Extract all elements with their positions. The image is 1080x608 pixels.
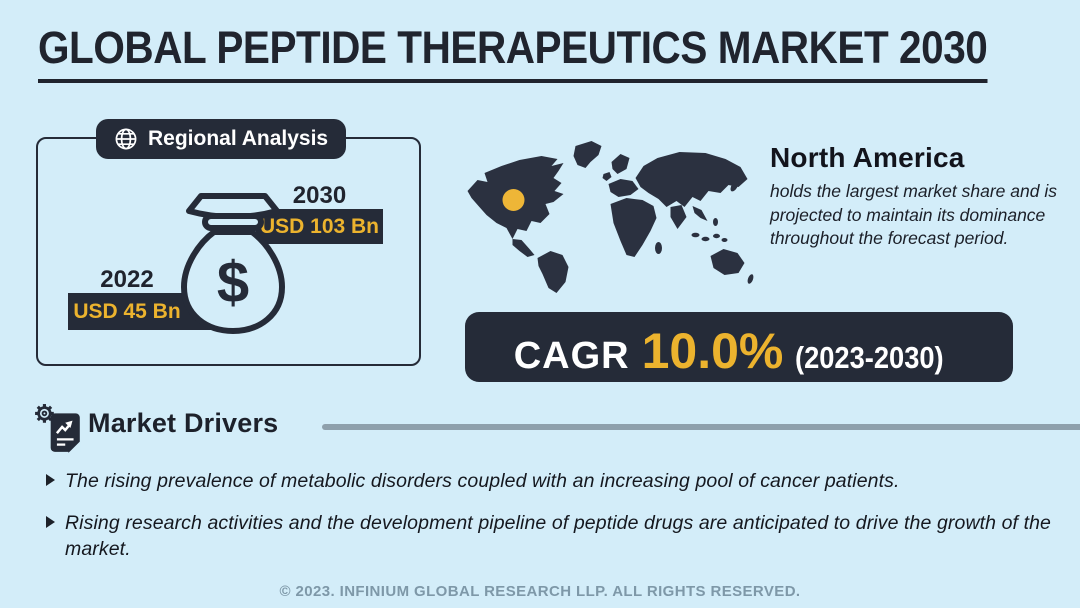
map-japan xyxy=(730,180,739,192)
money-bag-icon: $ xyxy=(181,193,285,334)
regional-analysis-label: Regional Analysis xyxy=(148,127,329,150)
map-india xyxy=(670,205,687,229)
map-asia xyxy=(635,152,748,207)
cagr-banner: CAGR 10.0% (2023-2030) xyxy=(465,312,1013,382)
gear-document-icon xyxy=(35,404,81,453)
copyright-text: © 2023. INFINIUM GLOBAL RESEARCH LLP. AL… xyxy=(279,583,801,600)
dollar-sign: $ xyxy=(217,250,249,315)
page-title: GLOBAL PEPTIDE THERAPEUTICS MARKET 2030 xyxy=(38,22,988,83)
year-label-2030: 2030 xyxy=(292,182,347,209)
world-map xyxy=(467,141,754,293)
section-divider xyxy=(322,424,1080,430)
driver-text-1: The rising prevalence of metabolic disor… xyxy=(65,470,900,492)
map-philippines xyxy=(713,218,718,226)
map-new-zealand xyxy=(747,274,754,284)
cagr-period: (2023-2030) xyxy=(795,340,945,375)
list-item: The rising prevalence of metabolic disor… xyxy=(46,468,1061,494)
map-scandinavia xyxy=(611,154,630,174)
globe-icon xyxy=(115,128,137,150)
triangle-bullet-icon xyxy=(46,474,55,486)
map-central-america xyxy=(512,239,535,257)
map-greenland xyxy=(573,141,602,168)
cagr-label: CAGR xyxy=(513,335,630,377)
year-label-2022: 2022 xyxy=(100,266,154,293)
map-australia xyxy=(710,249,745,275)
map-europe xyxy=(608,179,639,197)
value-2022: USD 45 Bn xyxy=(73,299,181,323)
region-name: North America xyxy=(770,142,965,173)
value-bar-2030: USD 103 Bn xyxy=(256,209,383,244)
market-drivers-heading: Market Drivers xyxy=(88,408,279,438)
driver-text-2: Rising research activities and the devel… xyxy=(65,512,1052,560)
cagr-value: 10.0% xyxy=(641,323,784,379)
list-item: Rising research activities and the devel… xyxy=(46,510,1061,562)
map-africa xyxy=(610,198,657,257)
triangle-bullet-icon xyxy=(46,516,55,528)
regional-analysis-badge: Regional Analysis xyxy=(96,119,347,159)
region-description: holds the largest market share and is pr… xyxy=(770,181,1057,248)
value-2030: USD 103 Bn xyxy=(259,214,380,238)
map-indochina xyxy=(692,206,708,221)
location-dot xyxy=(502,189,525,211)
map-uk xyxy=(602,172,612,181)
map-south-america xyxy=(537,251,569,293)
map-madagascar xyxy=(655,242,662,254)
